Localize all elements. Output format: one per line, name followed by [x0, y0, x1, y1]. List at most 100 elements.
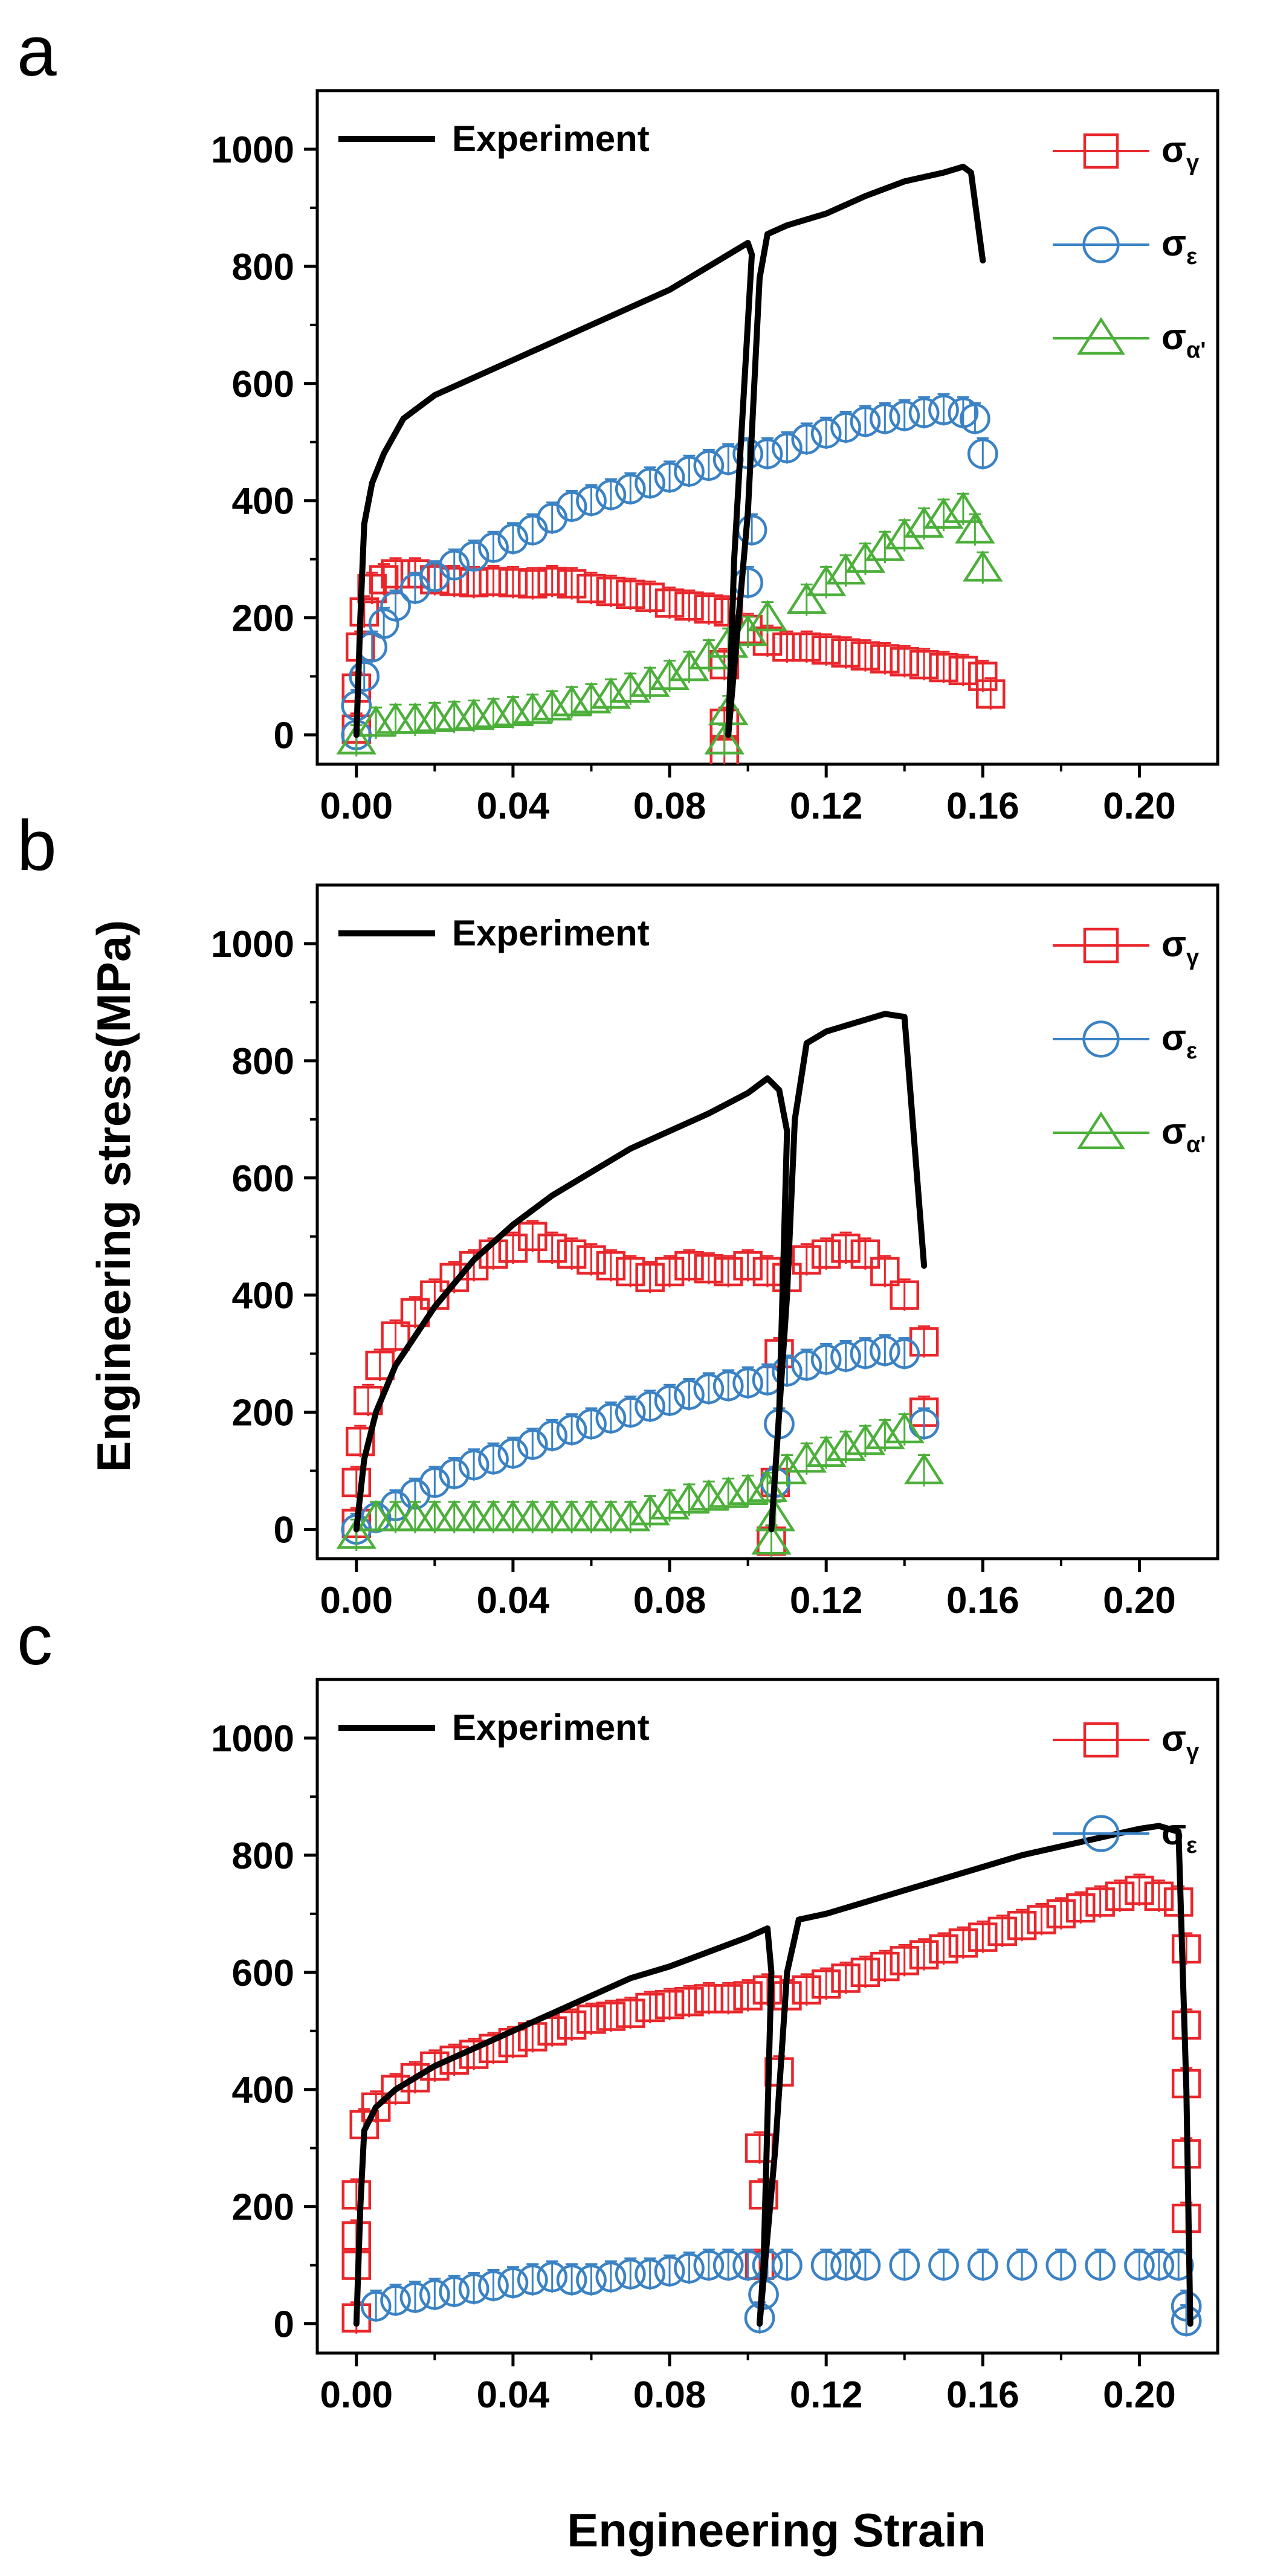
data-point — [616, 579, 645, 610]
data-point — [850, 1338, 881, 1370]
data-point — [459, 1251, 489, 1281]
data-point — [615, 2258, 646, 2290]
data-point — [792, 1975, 822, 2005]
data-point — [478, 1443, 509, 1475]
data-point — [630, 665, 670, 697]
data-point — [368, 608, 399, 639]
legend-experiment-label: Experiment — [452, 1707, 650, 1748]
data-point — [439, 1458, 470, 1489]
data-point — [869, 1335, 900, 1367]
data-point — [615, 473, 646, 504]
data-point — [884, 518, 925, 550]
data-point — [923, 497, 964, 529]
data-point — [517, 1429, 548, 1460]
data-point — [889, 1338, 920, 1370]
data-point — [497, 2267, 529, 2299]
data-point — [948, 655, 978, 686]
data-point — [693, 450, 725, 481]
data-point — [967, 438, 998, 469]
data-point — [810, 417, 842, 449]
data-point — [635, 2258, 666, 2290]
data-point — [786, 582, 827, 614]
y-tick-label: 400 — [232, 1275, 294, 1317]
data-point — [890, 1946, 919, 1975]
data-point — [955, 512, 995, 544]
plot-frame — [315, 883, 1219, 1560]
data-point — [772, 632, 802, 662]
data-point — [869, 403, 900, 434]
data-point — [400, 2063, 430, 2093]
data-point — [381, 559, 410, 589]
y-tick-label: 600 — [232, 364, 294, 405]
data-point — [825, 1429, 866, 1461]
data-point — [1105, 1881, 1135, 1911]
data-point — [381, 1321, 410, 1351]
experiment-line — [353, 1823, 1194, 2327]
data-point — [576, 1408, 607, 1440]
data-point — [512, 1499, 553, 1531]
x-tick-label: 0.04 — [477, 785, 550, 827]
data-point — [369, 565, 399, 594]
data-point — [909, 649, 939, 680]
data-point — [518, 569, 548, 599]
data-point — [381, 2075, 410, 2104]
data-point — [478, 532, 509, 563]
data-point — [845, 1423, 886, 1455]
data-point — [772, 433, 803, 463]
data-point — [479, 567, 508, 596]
x-tick-label: 0.08 — [633, 1580, 706, 1621]
data-point — [1143, 2250, 1175, 2281]
data-point — [831, 1233, 861, 1263]
data-point — [825, 553, 866, 585]
legend-marker — [1083, 133, 1119, 169]
legend-marker — [1082, 1815, 1120, 1852]
data-point — [693, 1373, 725, 1405]
data-point — [811, 1969, 841, 1999]
legend-marker — [1077, 317, 1125, 355]
data-point — [557, 569, 587, 599]
data-point — [458, 1449, 489, 1481]
data-point — [792, 632, 822, 662]
data-point — [830, 2250, 861, 2281]
data-point — [674, 591, 704, 621]
data-point — [709, 649, 739, 680]
data-point — [752, 1975, 783, 2005]
data-point — [694, 1984, 724, 2014]
legend-label: σε — [1161, 223, 1197, 269]
data-point — [870, 644, 900, 674]
data-point — [772, 2250, 803, 2281]
data-point — [439, 549, 470, 581]
x-tick-label: 0.20 — [1103, 2374, 1176, 2416]
data-point — [669, 649, 709, 681]
data-point — [967, 2250, 998, 2281]
data-point — [908, 397, 940, 428]
data-point — [693, 2250, 725, 2281]
data-point — [1124, 2250, 1155, 2281]
data-point — [929, 652, 958, 683]
data-point — [845, 541, 886, 573]
data-point — [976, 679, 1006, 709]
data-point — [1045, 2250, 1077, 2281]
data-point — [537, 2261, 568, 2293]
data-point — [434, 1499, 474, 1531]
panel-a: a 0 200 400 600 800 1000 0.00 0.04 0.08 0.12 0.16 0.… — [17, 11, 1219, 827]
data-point — [595, 2261, 627, 2293]
data-point — [884, 1412, 925, 1444]
y-tick-label: 0 — [274, 715, 294, 757]
series-eps — [360, 2249, 1202, 2337]
x-tick-label: 0.16 — [946, 2374, 1019, 2416]
data-point — [458, 2273, 489, 2304]
data-point — [889, 2250, 920, 2281]
x-tick-label: 0.00 — [320, 1580, 393, 1621]
data-point — [1144, 1881, 1174, 1911]
data-point — [831, 638, 861, 668]
data-point — [987, 1916, 1017, 1946]
x-tick-label: 0.04 — [477, 2374, 550, 2416]
legend-label: σε — [1161, 1017, 1197, 1064]
data-point — [498, 1233, 528, 1263]
data-point — [375, 1499, 416, 1531]
legend-label: σγ — [1161, 924, 1199, 970]
y-tick-label: 1000 — [211, 129, 294, 171]
data-point — [551, 1499, 592, 1531]
